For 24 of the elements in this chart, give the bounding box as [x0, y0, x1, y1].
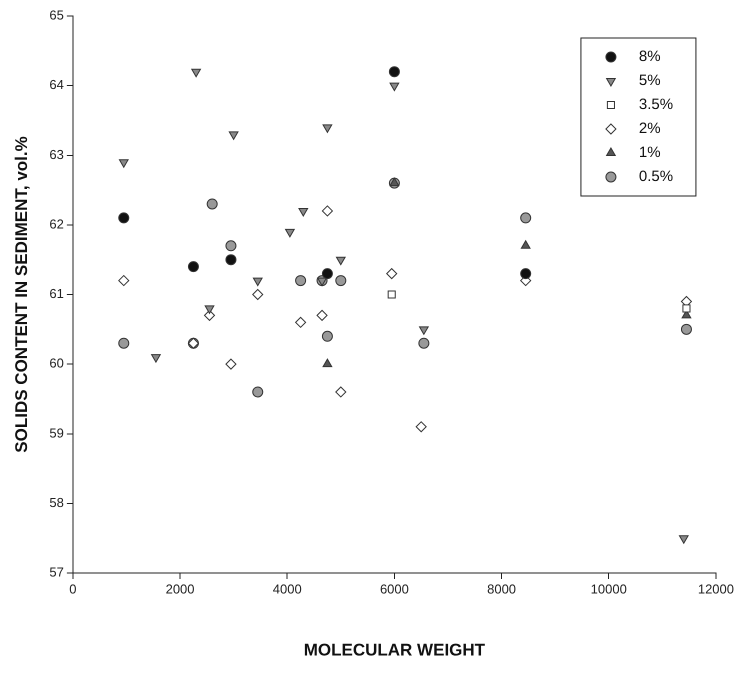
y-tick-label: 64: [49, 77, 64, 92]
x-tick-label: 10000: [590, 581, 627, 596]
legend-label: 2%: [638, 120, 661, 138]
y-tick-label: 60: [49, 356, 64, 371]
legend-label: 1%: [638, 144, 661, 162]
y-axis-title: SOLIDS CONTENT IN SEDIMENT, vol.%: [12, 136, 31, 453]
x-tick-label: 6000: [380, 581, 409, 596]
x-tick-label: 0: [69, 581, 76, 596]
legend-label: 5%: [638, 72, 661, 90]
y-tick-label: 61: [49, 286, 64, 302]
x-tick-label: 2000: [166, 581, 194, 596]
y-tick-label: 58: [49, 494, 64, 510]
y-tick-label: 63: [49, 146, 64, 162]
x-tick-label: 4000: [272, 581, 302, 596]
legend-label: 3.5%: [638, 96, 674, 114]
x-axis-title: MOLECULAR WEIGHT: [304, 640, 486, 660]
y-tick-label: 65: [49, 8, 64, 23]
legend-label: 0.5%: [638, 168, 674, 186]
x-tick-label: 8000: [487, 581, 516, 596]
y-tick-label: 57: [49, 564, 64, 580]
y-tick-label: 59: [49, 425, 64, 440]
x-tick-label: 12000: [698, 581, 734, 596]
legend-label: 8%: [638, 48, 661, 66]
y-tick-label: 62: [49, 216, 64, 232]
